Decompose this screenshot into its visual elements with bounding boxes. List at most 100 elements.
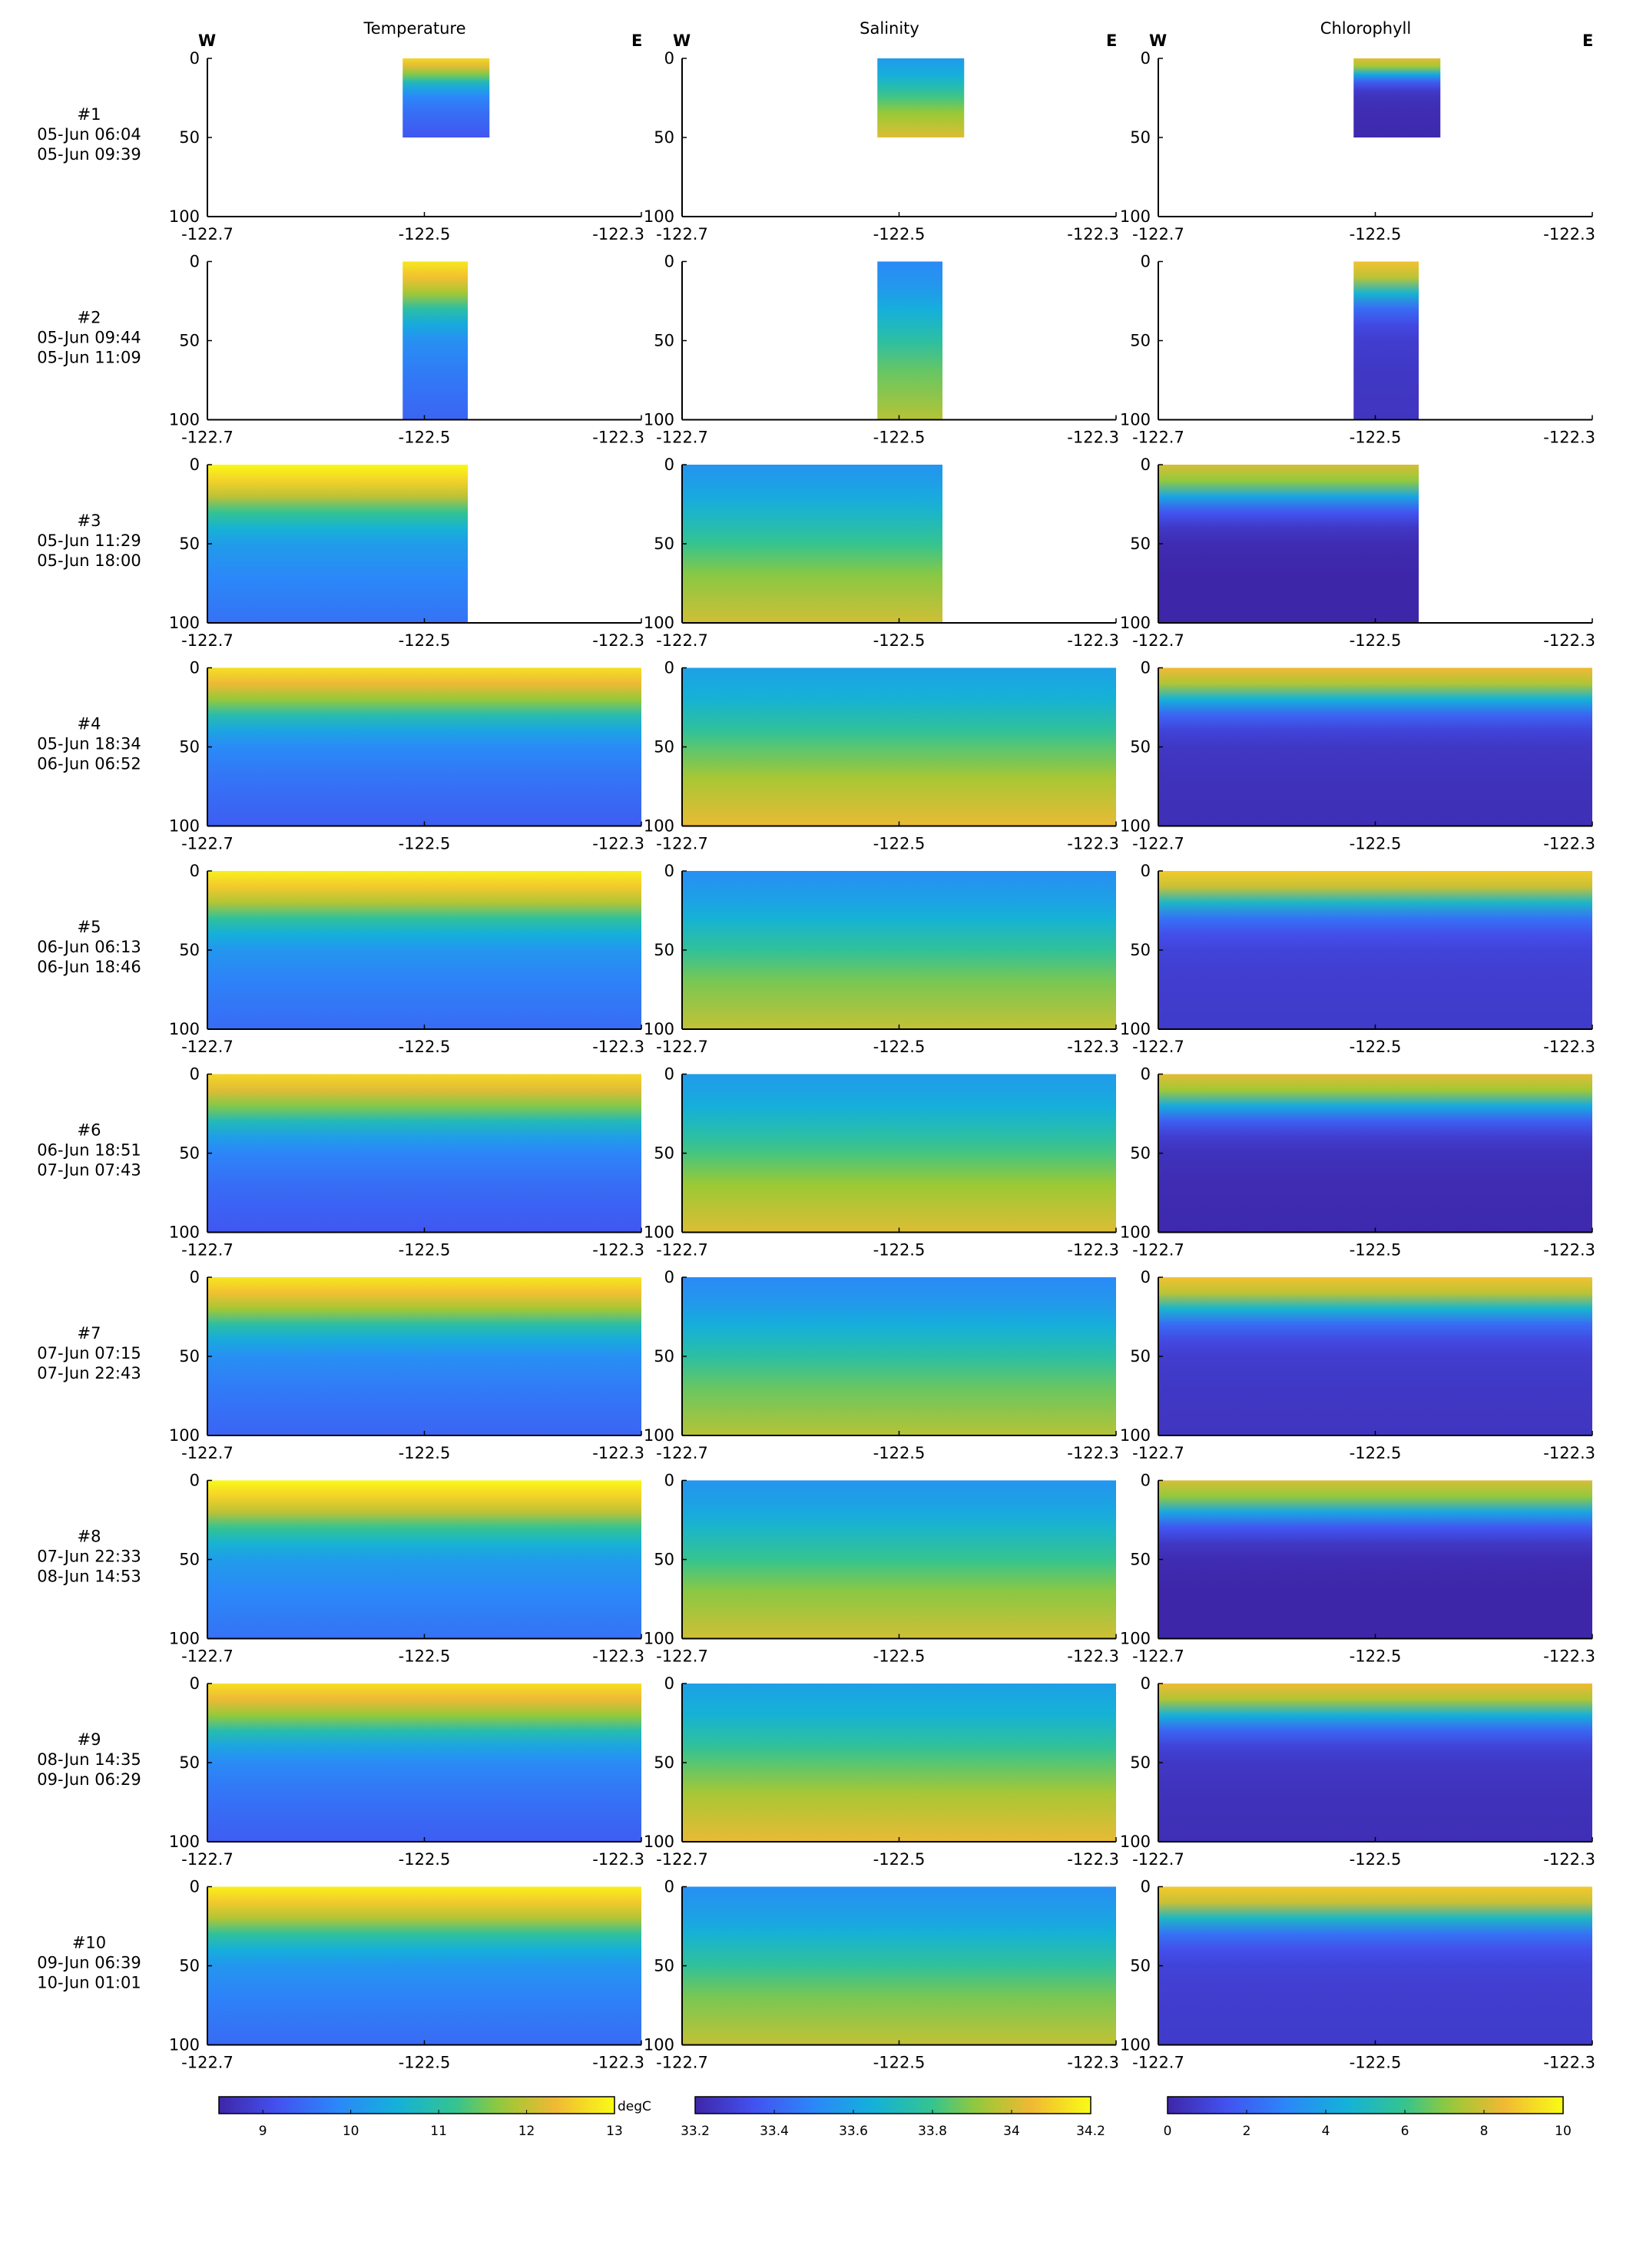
x-tick-label: -122.7 [181, 2054, 234, 2072]
y-tick-label: 0 [664, 253, 674, 271]
x-tick-label: -122.5 [399, 429, 451, 447]
y-tick-label: 100 [169, 614, 200, 632]
data-field [877, 261, 942, 420]
x-tick-label: -122.3 [1067, 1444, 1119, 1462]
y-tick-label: 50 [654, 1957, 674, 1975]
y-tick-label: 50 [1130, 128, 1151, 147]
x-tick-label: -122.7 [656, 1241, 708, 1260]
section-start: 08-Jun 14:35 [37, 1750, 141, 1769]
x-tick-label: -122.7 [656, 2054, 708, 2072]
y-tick-label: 50 [654, 1551, 674, 1569]
x-tick-label: -122.3 [592, 1850, 644, 1869]
y-tick-label: 0 [190, 49, 200, 68]
y-tick-label: 100 [644, 411, 674, 429]
x-tick-label: -122.3 [592, 1444, 644, 1462]
y-tick-label: 100 [644, 1833, 674, 1851]
x-tick-label: -122.7 [1132, 2054, 1184, 2072]
x-tick-label: -122.5 [1350, 1038, 1402, 1056]
data-field [207, 1074, 641, 1233]
y-tick-label: 0 [1141, 1472, 1151, 1490]
x-tick-label: -122.7 [656, 1647, 708, 1666]
x-tick-label: -122.3 [1067, 1647, 1119, 1666]
x-tick-label: -122.5 [1350, 2054, 1402, 2072]
y-tick-label: 0 [190, 1674, 200, 1693]
y-tick-label: 50 [179, 1551, 200, 1569]
y-tick-label: 100 [644, 1223, 674, 1242]
y-tick-label: 100 [1120, 1426, 1151, 1445]
y-tick-label: 0 [664, 1065, 674, 1084]
x-tick-label: -122.5 [399, 631, 451, 650]
y-tick-label: 50 [179, 738, 200, 757]
x-tick-label: -122.7 [656, 1850, 708, 1869]
data-field [1158, 465, 1419, 623]
y-tick-label: 0 [664, 659, 674, 677]
section-start: 05-Jun 11:29 [37, 531, 141, 550]
colorbar-tick-label: 8 [1480, 2124, 1489, 2139]
x-tick-label: -122.3 [592, 225, 644, 243]
east-label: E [1106, 31, 1117, 50]
section-id: #1 [78, 105, 101, 124]
x-tick-label: -122.3 [592, 835, 644, 853]
y-tick-label: 100 [644, 1630, 674, 1648]
x-tick-label: -122.5 [1350, 631, 1402, 650]
x-tick-label: -122.3 [1543, 225, 1595, 243]
x-tick-label: -122.5 [1350, 1444, 1402, 1462]
data-field [1353, 58, 1441, 137]
data-field [682, 1886, 1116, 2045]
x-tick-label: -122.7 [656, 835, 708, 853]
data-field [682, 1074, 1116, 1233]
y-tick-label: 100 [169, 1833, 200, 1851]
y-tick-label: 100 [1120, 1020, 1151, 1038]
x-tick-label: -122.7 [1132, 1850, 1184, 1869]
data-field [207, 1886, 641, 2045]
x-tick-label: -122.5 [1350, 835, 1402, 853]
x-tick-label: -122.7 [656, 1444, 708, 1462]
y-tick-label: 50 [179, 1753, 200, 1772]
y-tick-label: 50 [654, 1753, 674, 1772]
x-tick-label: -122.5 [873, 1444, 926, 1462]
section-start: 06-Jun 18:51 [37, 1141, 141, 1160]
y-tick-label: 0 [664, 49, 674, 68]
y-tick-label: 100 [1120, 411, 1151, 429]
x-tick-label: -122.7 [1132, 225, 1184, 243]
x-tick-label: -122.5 [873, 429, 926, 447]
x-tick-label: -122.5 [399, 835, 451, 853]
colorbar-tick-label: 33.2 [681, 2124, 710, 2139]
x-tick-label: -122.5 [399, 1241, 451, 1260]
colorbar-tick-label: 6 [1401, 2124, 1409, 2139]
y-tick-label: 100 [644, 2036, 674, 2054]
data-field [402, 58, 490, 137]
data-field [207, 1277, 641, 1435]
colorbar-tick-label: 0 [1164, 2124, 1172, 2139]
x-tick-label: -122.3 [1067, 225, 1119, 243]
x-tick-label: -122.5 [399, 225, 451, 243]
data-field [682, 465, 942, 623]
colorbar-tick-label: 34.2 [1076, 2124, 1105, 2139]
colorbar-tick-label: 10 [1555, 2124, 1572, 2139]
y-tick-label: 0 [190, 1472, 200, 1490]
x-tick-label: -122.3 [1543, 1647, 1595, 1666]
colorbar-tick-label: 11 [430, 2124, 447, 2139]
y-tick-label: 0 [1141, 1878, 1151, 1896]
x-tick-label: -122.5 [873, 1038, 926, 1056]
y-tick-label: 0 [664, 1268, 674, 1286]
y-tick-label: 0 [664, 455, 674, 474]
x-tick-label: -122.3 [1543, 835, 1595, 853]
x-tick-label: -122.5 [873, 1647, 926, 1666]
x-tick-label: -122.7 [1132, 1038, 1184, 1056]
y-tick-label: 0 [1141, 455, 1151, 474]
y-tick-label: 100 [644, 1426, 674, 1445]
colorbar-tick-label: 33.4 [760, 2124, 789, 2139]
x-tick-label: -122.3 [1543, 631, 1595, 650]
x-tick-label: -122.3 [1067, 1850, 1119, 1869]
x-tick-label: -122.3 [1067, 835, 1119, 853]
colorbar-tick-label: 4 [1322, 2124, 1330, 2139]
x-tick-label: -122.3 [1067, 631, 1119, 650]
y-tick-label: 50 [1130, 1957, 1151, 1975]
x-tick-label: -122.7 [656, 429, 708, 447]
x-tick-label: -122.5 [1350, 429, 1402, 447]
section-end: 07-Jun 07:43 [37, 1161, 141, 1180]
data-field [207, 1684, 641, 1842]
x-tick-label: -122.3 [1067, 2054, 1119, 2072]
